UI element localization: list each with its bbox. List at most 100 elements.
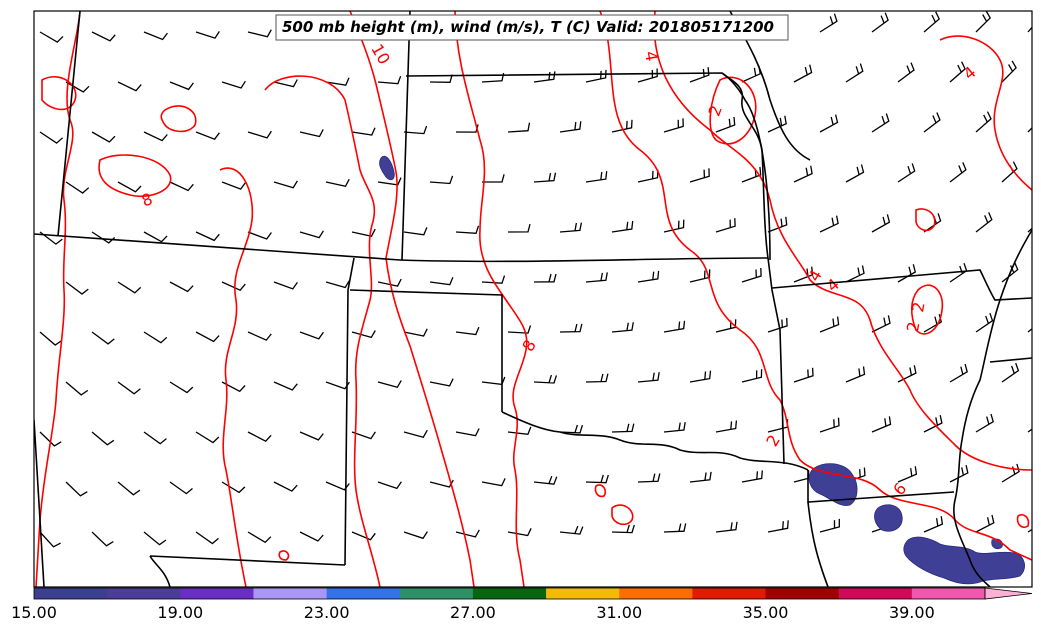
wind-barb: [403, 125, 428, 135]
wind-barb: [39, 231, 63, 245]
wind-barb: [793, 165, 813, 183]
wind-barb: [949, 162, 967, 183]
wind-barb: [91, 331, 115, 345]
wind-barbs-layer: [39, 11, 1032, 548]
wind-barb: [923, 11, 941, 33]
contour-label: 4: [641, 50, 661, 63]
wind-barb: [819, 316, 840, 333]
wind-barb: [117, 381, 141, 395]
wind-barb: [247, 331, 272, 341]
map-frame: [33, 10, 1033, 588]
colorbar-segment: [765, 588, 840, 599]
boundary-la-tx: [807, 501, 829, 587]
wind-barb: [195, 531, 219, 545]
wind-barb: [195, 131, 220, 140]
wind-barb: [559, 323, 583, 333]
wind-barb: [455, 428, 480, 437]
wind-barb: [611, 220, 634, 233]
wind-barb: [351, 531, 376, 541]
wind-barb: [481, 275, 506, 284]
wind-barb: [819, 518, 840, 533]
wind-barb: [767, 216, 788, 233]
wind-barb: [845, 265, 865, 283]
colorbar-segment: [546, 588, 620, 599]
wind-barb: [585, 474, 609, 484]
shade-region-louisiana: [874, 504, 903, 532]
contour-loop-8: [278, 550, 290, 561]
wind-barb: [247, 431, 272, 443]
wind-barb: [871, 214, 891, 233]
colorbar-tick-label: 39.00: [889, 603, 935, 622]
wind-barb: [351, 127, 376, 136]
wind-barb: [195, 231, 220, 242]
wind-barb: [1001, 463, 1020, 483]
contour-4-north: [599, 11, 1032, 561]
wind-barb: [663, 421, 686, 433]
wind-barb: [793, 367, 814, 383]
wind-barb: [611, 119, 633, 133]
temperature-contours: [35, 11, 1032, 587]
wind-barb: [559, 222, 583, 233]
wind-barb: [1001, 362, 1020, 383]
boundary-nm-tx: [349, 289, 503, 412]
wind-barb: [663, 320, 686, 333]
colorbar-tick-label: 35.00: [743, 603, 789, 622]
wind-barb: [663, 523, 687, 533]
wind-barb: [403, 227, 428, 236]
wind-barb: [65, 381, 89, 396]
wind-barb: [975, 514, 995, 533]
map-title: 500 mb height (m), wind (m/s), T (C) Val…: [282, 18, 774, 36]
colorbar-extension: [984, 587, 1033, 600]
boundary-utah-colorado: [57, 11, 81, 237]
wind-barb: [975, 312, 994, 333]
wind-barb: [611, 322, 634, 333]
wind-barb: [637, 270, 660, 283]
wind-barb: [871, 315, 891, 333]
wind-barb: [169, 281, 194, 293]
wind-barb: [1001, 60, 1017, 83]
contour-loop-7: [1016, 513, 1030, 529]
wind-barb: [507, 223, 531, 233]
wind-barb: [819, 114, 839, 133]
wind-barb: [403, 429, 428, 438]
wind-barb: [117, 481, 141, 496]
wind-barb: [377, 481, 402, 490]
wind-barb: [559, 121, 582, 133]
wind-barb: [689, 471, 712, 483]
colorbar-segment: [619, 588, 693, 599]
wind-barb: [897, 163, 916, 183]
contour-10: [349, 11, 475, 587]
colorbar-tick-label: 27.00: [450, 603, 496, 622]
wind-barb: [507, 122, 531, 133]
contour-label: 2: [908, 300, 928, 313]
colorbar-tick-label: 23.00: [304, 603, 350, 622]
wind-barb: [533, 374, 558, 384]
wind-barb: [143, 431, 167, 445]
wind-barb: [741, 470, 763, 483]
wind-barb: [247, 531, 272, 544]
wind-barb: [91, 31, 116, 42]
wind-barb: [143, 531, 167, 546]
wind-barb: [195, 31, 220, 39]
wind-barb: [195, 431, 220, 444]
wind-barb: [923, 112, 941, 133]
wind-barb: [637, 372, 660, 383]
colorbar-tick-label: 15.00: [11, 603, 57, 622]
wind-barb: [689, 168, 710, 183]
contour-4-ne: [939, 35, 1032, 191]
wind-barb: [819, 215, 839, 233]
wind-barb: [117, 281, 142, 294]
wind-barb: [351, 431, 376, 440]
wind-barb: [299, 230, 324, 239]
wind-barb: [923, 415, 943, 433]
wind-barb: [299, 129, 324, 138]
wind-barb: [819, 417, 840, 433]
wind-barb: [871, 113, 890, 133]
wind-barb: [455, 529, 480, 538]
wind-barb: [169, 481, 193, 495]
boundary-ms-al: [989, 357, 1032, 363]
wind-barb: [455, 225, 480, 234]
wind-barb: [585, 272, 608, 283]
wind-barb: [247, 130, 272, 139]
